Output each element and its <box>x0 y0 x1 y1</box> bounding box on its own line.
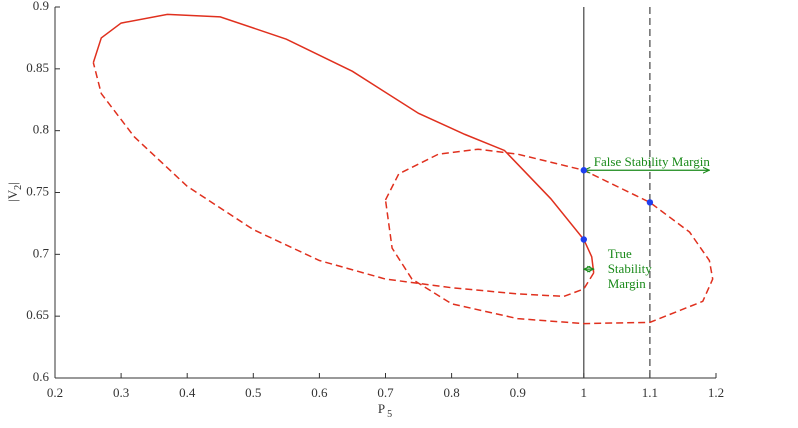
y-tick-label: 0.8 <box>33 122 49 137</box>
y-tick-label: 0.7 <box>33 245 50 260</box>
x-tick-label: 1 <box>581 385 588 400</box>
annotation-text: True <box>608 246 632 261</box>
x-tick-label: 1.2 <box>708 385 724 400</box>
annotation-text: Stability <box>608 261 653 276</box>
x-tick-label: 0.2 <box>47 385 63 400</box>
x-tick-label: 0.4 <box>179 385 196 400</box>
point <box>580 167 587 174</box>
y-tick-label: 0.75 <box>26 183 49 198</box>
x-label-main: P <box>378 401 385 416</box>
x-tick-label: 0.3 <box>113 385 129 400</box>
y-tick-label: 0.65 <box>26 307 49 322</box>
point <box>580 236 587 243</box>
x-label-sub: 5 <box>387 409 392 420</box>
y-label-sub: 2 <box>13 185 24 190</box>
x-tick-label: 0.9 <box>510 385 526 400</box>
x-tick-label: 0.6 <box>311 385 328 400</box>
point <box>646 199 654 206</box>
x-tick-label: 1.1 <box>642 385 658 400</box>
x-tick-label: 0.5 <box>245 385 261 400</box>
x-tick-label: 0.8 <box>443 385 459 400</box>
curve <box>92 13 595 273</box>
annotation-text: Margin <box>608 276 647 291</box>
y-tick-label: 0.85 <box>26 60 49 75</box>
annotation-text: False Stability Margin <box>594 154 711 169</box>
curve <box>384 148 714 325</box>
y-axis-label: |V2| <box>5 182 24 202</box>
curve <box>92 62 595 298</box>
y-label-end: | <box>5 182 20 185</box>
y-tick-label: 0.6 <box>33 369 50 384</box>
y-tick-label: 0.9 <box>33 0 49 13</box>
x-tick-label: 0.7 <box>377 385 394 400</box>
y-label-main: |V <box>5 189 20 202</box>
